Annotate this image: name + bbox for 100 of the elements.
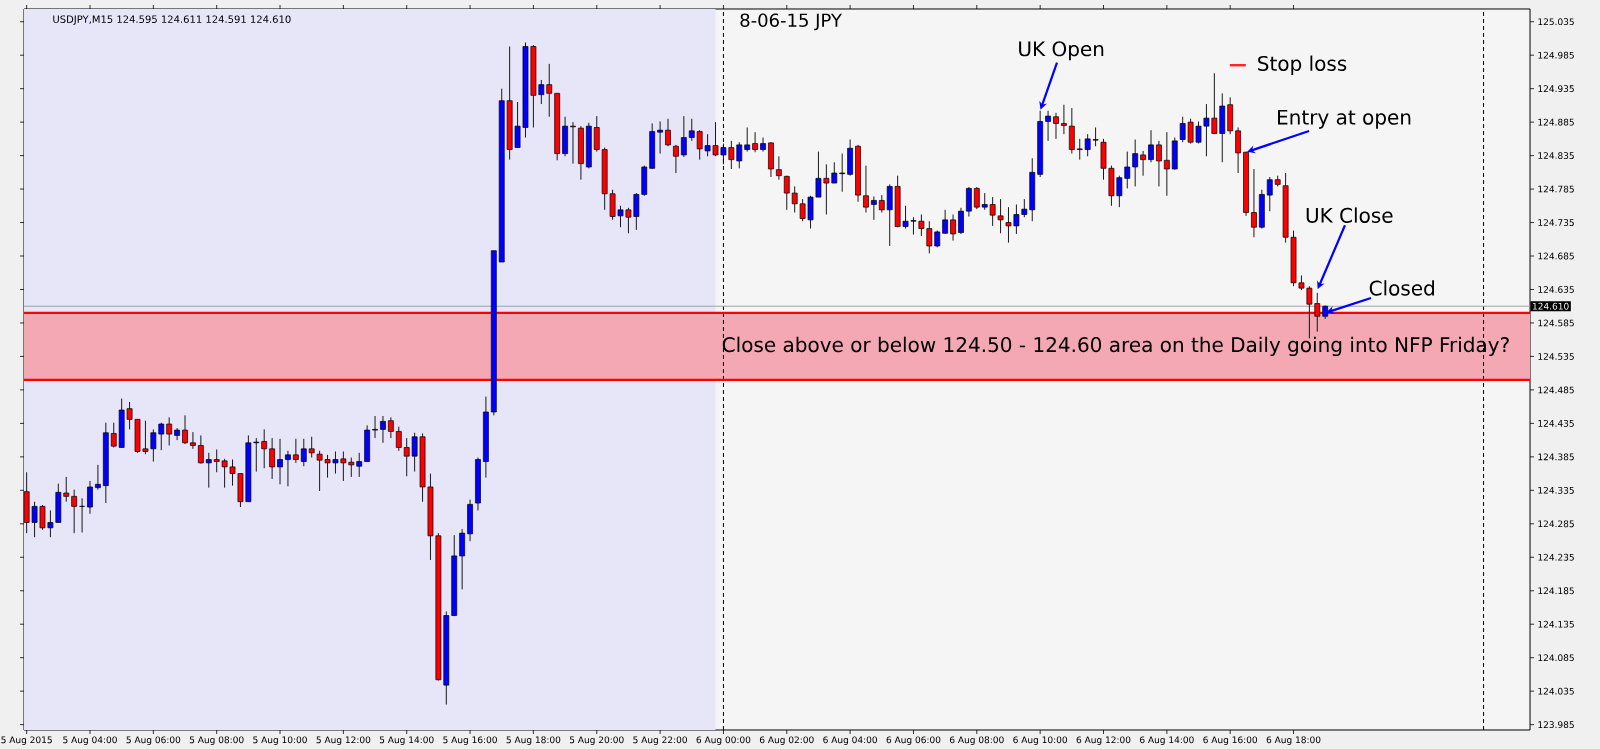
y-tick-label: 124.085 [1538,654,1574,662]
x-tick-label: 5 Aug 04:00 [63,736,117,745]
candlestick [570,121,576,165]
candlestick [174,427,180,441]
y-tick-label: 124.735 [1538,219,1574,226]
candlestick [292,438,299,464]
candlestick [1140,150,1146,177]
candlestick [380,415,386,444]
candlestick [760,137,766,153]
candlestick [673,144,679,174]
x-tick-label: 6 Aug 10:00 [1013,736,1068,745]
annotation: UK Open [1019,41,1104,61]
x-tick-label: 5 Aug 18:00 [506,736,561,745]
y-tick-label: 124.935 [1538,85,1574,93]
candlestick [459,528,466,590]
x-tick-label: 5 Aug 06:00 [126,736,181,745]
y-tick-label: 124.035 [1538,687,1574,695]
chart-title: 8-06-15 JPY [740,13,842,31]
y-tick-label: 124.135 [1538,620,1574,628]
y-tick-label: 124.835 [1538,152,1574,159]
candlestick [182,414,188,445]
candlestick [1163,131,1170,197]
candlestick [87,480,93,515]
candlestick [277,438,283,485]
x-tick-label: 6 Aug 14:00 [1139,736,1194,745]
y-tick-label: 124.335 [1538,486,1574,494]
x-tick-label: 6 Aug 16:00 [1203,736,1258,745]
y-tick-label: 124.285 [1538,520,1574,528]
x-tick-label: 5 Aug 16:00 [443,736,497,745]
band-label: Close above or below 124.50 - 124.60 area on the Daily going into NFP Friday? [722,336,1509,357]
candlestick [1124,151,1131,189]
x-tick-label: 5 Aug 14:00 [379,736,434,745]
candlestick [1235,127,1241,174]
x-tick-label: 6 Aug 00:00 [696,736,751,745]
candlestick [269,437,275,480]
candlestick [388,416,394,439]
candlestick [1045,110,1051,142]
candlestick [942,209,949,235]
annotation: UK Close [1306,207,1393,223]
candlestick [665,118,671,147]
candlestick [1061,104,1067,135]
x-tick-label: 5 Aug 20:00 [569,736,624,745]
candlestick [372,415,378,439]
y-tick-label: 124.685 [1538,252,1574,260]
candlestick [775,155,782,181]
candlestick [205,452,212,489]
candlestick [197,434,204,464]
y-tick-label: 124.385 [1538,453,1574,461]
candlestick [997,198,1004,234]
y-tick-label: 124.785 [1538,185,1574,193]
y-tick-label: 124.635 [1538,286,1574,293]
candlestick [973,186,980,210]
y-tick-label: 124.485 [1538,386,1574,394]
candlestick [791,185,798,213]
candlestick [1266,176,1273,212]
candlestick [229,459,236,487]
candlestick [1251,168,1257,238]
x-tick-label: 6 Aug 06:00 [886,736,941,745]
candlestick [680,115,687,158]
candlestick [752,131,758,153]
x-tick-label: 5 Aug 08:00 [189,736,244,745]
candlestick [253,437,260,473]
x-tick-label: 6 Aug 12:00 [1076,736,1131,745]
candlestick [308,436,315,458]
candlestick [839,153,846,193]
candlestick [95,464,101,491]
y-tick-label: 124.885 [1538,118,1574,126]
x-tick-label: 5 Aug 10:00 [253,736,307,745]
y-tick-label: 124.985 [1538,51,1574,59]
candlestick [950,214,956,242]
x-tick-label: 6 Aug 18:00 [1266,736,1321,745]
candlestick [863,165,869,213]
x-tick-label: 5 Aug 2015 [1,736,52,745]
annotation: USDJPY,M15 124.595 124.611 124.591 124.610 [53,15,291,25]
candlestick [593,115,600,153]
x-tick-label: 5 Aug 12:00 [316,736,371,745]
x-tick-label: 6 Aug 02:00 [759,736,814,745]
x-tick-label: 5 Aug 22:00 [633,736,687,745]
candlestick [657,121,663,155]
candlestick [1156,140,1162,187]
y-tick-label: 124.585 [1538,319,1574,327]
ref-line-label: 124.610 [1533,302,1569,310]
candlestick [870,195,877,221]
y-tick-label: 124.435 [1538,419,1574,427]
x-tick-label: 6 Aug 04:00 [823,736,878,745]
candlestick [166,416,173,446]
y-tick-label: 124.235 [1538,553,1574,561]
x-tick-label: 6 Aug 08:00 [949,736,1004,745]
y-tick-label: 124.535 [1538,353,1574,360]
candlestick [926,220,933,254]
candlestick [395,426,402,452]
candlestick [966,186,972,217]
annotation: Entry at open [1278,109,1411,129]
candlestick [1068,107,1075,155]
candlestick [958,207,964,235]
candlestick [300,438,307,467]
candlestick [285,450,291,487]
annotation: Stop loss [1258,55,1347,75]
annotation: Closed [1369,280,1434,296]
y-tick-label: 123.985 [1538,721,1574,729]
